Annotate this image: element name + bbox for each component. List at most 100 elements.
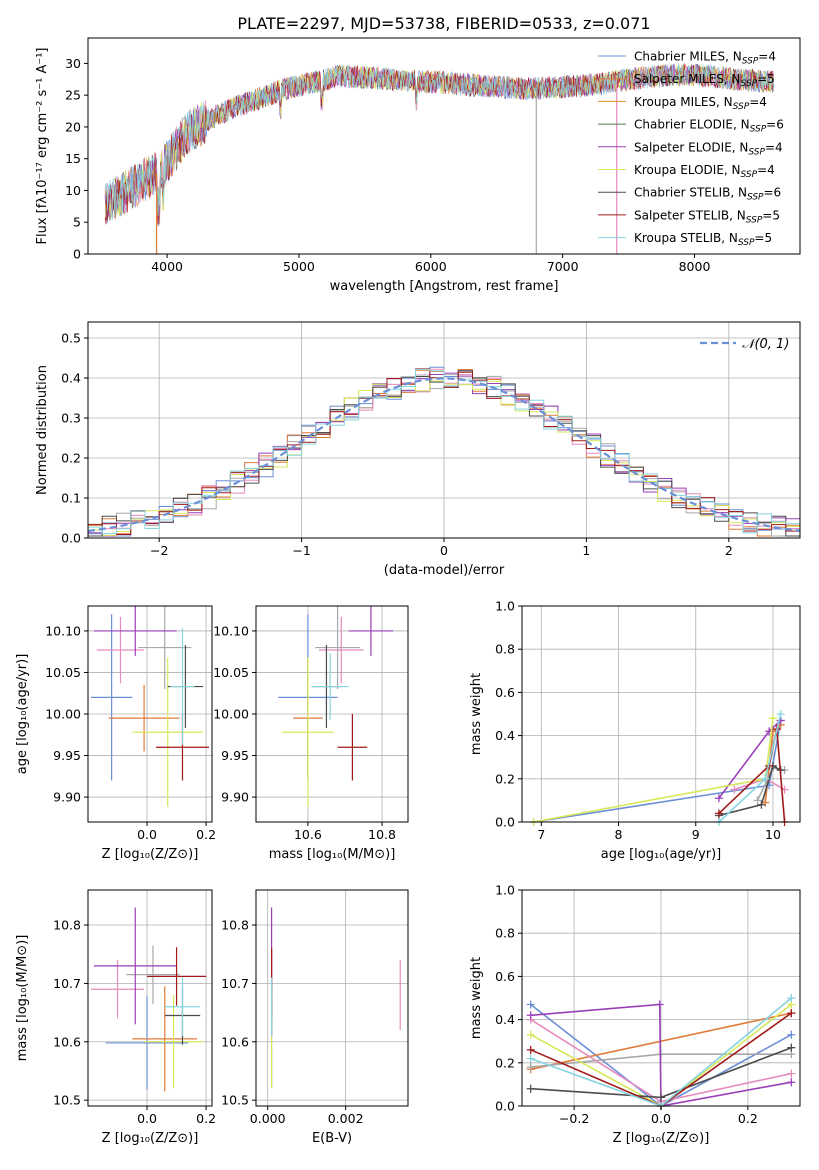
legend-label: Kroupa ELODIE, NSSP=4 <box>634 163 775 180</box>
residuals-ytick-label: 0.0 <box>61 531 81 546</box>
age-vs-z-ytick-label: 10.10 <box>45 623 81 638</box>
spectrum-ytick-label: 5 <box>73 215 81 230</box>
mass-weight-z-marker <box>787 1043 796 1052</box>
mass-vs-z-points <box>90 907 207 1092</box>
spectrum-ytick-label: 10 <box>65 183 81 198</box>
spectrum-frame <box>87 37 801 255</box>
spectrum-ytick-label: 20 <box>65 119 81 134</box>
mass-vs-ebv-xlabel: E(B-V) <box>312 1131 352 1146</box>
mass-weight-age-marker <box>757 800 766 809</box>
mass-weight-z-marker <box>787 994 796 1002</box>
gauss-legend-label: 𝒩(0, 1) <box>742 337 789 352</box>
spectrum-xlabel: wavelength [Angstrom, rest frame] <box>330 279 559 294</box>
mass-vs-ebv-frame <box>255 889 409 1107</box>
mass-weight-z-marker <box>787 1069 796 1078</box>
mass-weight-age-marker <box>753 796 762 805</box>
mass-weight-z-marker <box>526 1011 535 1020</box>
mass-vs-z-ytick-label: 10.5 <box>53 1093 81 1108</box>
mass-vs-z-frame <box>87 889 213 1107</box>
mass-weight-z-marker <box>787 1009 796 1018</box>
mass-weight-z-xlabel: Z [log₁₀(Z/Z⊙)] <box>613 1131 710 1146</box>
mass-weight-z-marker <box>526 1045 535 1054</box>
mass-weight-age-ytick-label: 0.8 <box>495 642 515 657</box>
legend-label: Salpeter ELODIE, NSSP=4 <box>634 140 783 157</box>
mass-weight-z-marker <box>526 1030 535 1039</box>
residuals-ytick-label: 0.1 <box>61 491 81 506</box>
mass-vs-ebv-ytick-label: 10.5 <box>221 1093 249 1108</box>
mass-weight-age-ytick-label: 0.6 <box>495 685 515 700</box>
spectrum-ytick-label: 25 <box>65 88 81 103</box>
residuals-ytick-label: 0.5 <box>61 331 81 346</box>
mass-weight-z-ytick-label: 0.0 <box>495 1099 515 1114</box>
mass-weight-z-ytick-label: 0.2 <box>495 1055 515 1070</box>
age-vs-z-points <box>90 606 210 808</box>
legend-label: Salpeter MILES, NSSP=5 <box>634 72 775 89</box>
spectrum-ytick-label: 15 <box>65 151 81 166</box>
mass-vs-z-xtick-label: 0.2 <box>196 1111 216 1126</box>
mass-weight-age-marker <box>761 774 770 783</box>
mass-vs-z-ylabel: mass [log₁₀(M/M⊙)] <box>15 935 30 1062</box>
mass-vs-ebv-xtick-label: 0.002 <box>328 1111 364 1126</box>
mass-weight-z-ytick-label: 0.4 <box>495 1012 515 1027</box>
legend-label: Chabrier MILES, NSSP=4 <box>634 50 776 67</box>
residuals-xtick-label: 1 <box>582 543 590 558</box>
mass-weight-z-marker <box>787 1078 796 1087</box>
spectrum-ytick-label: 0 <box>73 247 81 262</box>
mass-weight-z-marker <box>655 1000 664 1009</box>
mass-weight-z-ytick-label: 0.6 <box>495 969 515 984</box>
mass-weight-z-xtick-label: −0.2 <box>559 1111 589 1126</box>
spectrum-xtick-label: 5000 <box>283 259 315 274</box>
spectrum-ytick-label: 30 <box>65 56 81 71</box>
mass-weight-z-series-1 <box>530 1012 792 1071</box>
age-vs-mass-ytick-label: 10.05 <box>213 665 249 680</box>
mass-weight-z-marker <box>526 1054 535 1063</box>
residuals-xtick-label: −1 <box>292 543 310 558</box>
mass-vs-ebv-ytick-label: 10.8 <box>221 918 249 933</box>
legend-label: Chabrier STELIB, NSSP=6 <box>634 186 781 203</box>
legend-label: Kroupa STELIB, NSSP=5 <box>634 231 772 248</box>
age-vs-mass-xlabel: mass [log₁₀(M/M⊙)] <box>269 847 396 862</box>
mass-weight-age-xtick-label: 10 <box>765 827 781 842</box>
mass-weight-age-marker <box>714 809 723 818</box>
spectrum-xtick-label: 6000 <box>415 259 447 274</box>
mass-weight-age-marker <box>776 710 785 718</box>
mass-vs-z-xtick-label: 0.0 <box>137 1111 157 1126</box>
mass-weight-z-xtick-label: 0.2 <box>738 1111 758 1126</box>
mass-weight-age-frame <box>521 605 801 823</box>
mass-weight-z-ytick-label: 0.8 <box>495 926 515 941</box>
residuals-ylabel: Normed distribution <box>35 365 50 495</box>
age-vs-z-ytick-label: 10.05 <box>45 665 81 680</box>
age-vs-mass-points <box>278 606 394 808</box>
mass-vs-z-xlabel: Z [log₁₀(Z/Z⊙)] <box>102 1131 199 1146</box>
age-vs-z-xtick-label: 0.0 <box>137 827 157 842</box>
mass-vs-ebv-ytick-label: 10.7 <box>221 976 249 991</box>
mass-weight-age-marker <box>714 794 723 803</box>
figure-title: PLATE=2297, MJD=53738, FIBERID=0533, z=0… <box>237 14 650 33</box>
mass-weight-age-xtick-label: 7 <box>537 827 545 842</box>
age-vs-mass-ytick-label: 10.10 <box>213 623 249 638</box>
gauss-curve <box>87 377 801 533</box>
mass-weight-age-xtick-label: 8 <box>615 827 623 842</box>
spectrum-line-8 <box>104 63 774 220</box>
mass-vs-ebv-ytick-label: 10.6 <box>221 1034 249 1049</box>
age-vs-z-ytick-label: 9.95 <box>53 748 81 763</box>
mass-weight-age-ytick-label: 0.4 <box>495 728 515 743</box>
spectrum-xtick-label: 8000 <box>679 259 711 274</box>
legend-label: Salpeter STELIB, NSSP=5 <box>634 208 780 225</box>
residuals-ytick-label: 0.3 <box>61 411 81 426</box>
residuals-xtick-label: −2 <box>150 543 168 558</box>
spectrum-ylabel: Flux [fλ10⁻¹⁷ erg cm⁻² s⁻¹ A⁻¹] <box>35 48 50 245</box>
age-vs-z-ylabel: age [log₁₀(age/yr)] <box>15 654 30 775</box>
mass-vs-z-ytick-label: 10.8 <box>53 918 81 933</box>
age-vs-mass-ytick-label: 9.95 <box>221 748 249 763</box>
mass-weight-z-marker <box>526 1063 535 1072</box>
spectrum-xtick-label: 4000 <box>151 259 183 274</box>
mass-weight-age-xtick-label: 9 <box>692 827 700 842</box>
mass-vs-z-ytick-label: 10.7 <box>53 976 81 991</box>
mass-weight-age-ytick-label: 0.2 <box>495 771 515 786</box>
mass-vs-ebv-points <box>270 907 401 1089</box>
mass-vs-ebv-xtick-label: 0.000 <box>250 1111 286 1126</box>
age-vs-mass-ytick-label: 10.00 <box>213 707 249 722</box>
residuals-xtick-label: 2 <box>725 543 733 558</box>
